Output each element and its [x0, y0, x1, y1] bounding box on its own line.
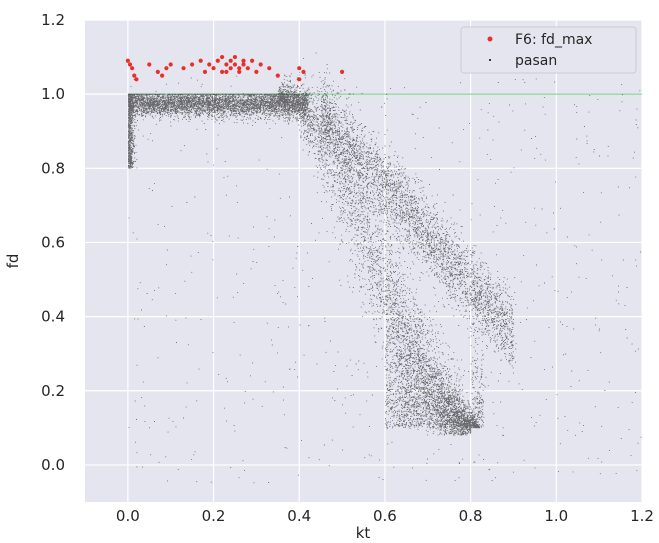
y-tick-label: 1.2: [41, 11, 65, 29]
fd-max-point: [232, 62, 238, 67]
x-tick-labels: 0.0 0.2 0.4 0.6 0.8 1.0 1.2: [116, 507, 654, 525]
fd-max-point: [207, 62, 212, 67]
legend-box: [460, 26, 637, 74]
x-tick-label: 0.6: [373, 507, 397, 525]
fd-max-point: [232, 54, 238, 60]
y-tick-label: 0.4: [41, 308, 65, 326]
y-tick-label: 1.0: [41, 85, 65, 103]
x-tick-label: 0.2: [202, 507, 226, 525]
fd-max-point: [181, 66, 186, 71]
fd-max-point: [164, 66, 169, 71]
fd-max-point: [275, 73, 280, 78]
y-tick-label: 0.6: [41, 233, 65, 251]
legend-marker-fd-max: [487, 36, 493, 42]
fd-max-point: [220, 54, 225, 60]
fd-max-point: [228, 58, 233, 63]
fd-max-point: [237, 66, 242, 71]
legend-label-pasan: pasan: [515, 53, 557, 69]
series-fd-max: [125, 54, 345, 82]
y-tick-label: 0.0: [41, 456, 65, 474]
x-tick-label: 0.0: [116, 507, 140, 525]
fd-max-point: [202, 69, 208, 75]
fd-max-point: [241, 58, 246, 63]
fd-max-point: [168, 62, 173, 67]
plot-background: [85, 20, 642, 502]
series-pasan: [127, 52, 642, 484]
legend-marker-pasan: [489, 59, 491, 61]
fd-max-point: [224, 62, 229, 67]
x-tick-label: 1.2: [630, 507, 654, 525]
fd-max-point: [339, 69, 345, 75]
fd-max-point: [267, 66, 272, 71]
fd-max-point: [160, 73, 165, 78]
fd-max-point: [211, 66, 216, 71]
fd-max-point: [224, 69, 229, 75]
fd-max-point: [198, 58, 203, 63]
y-tick-label: 0.8: [41, 159, 65, 177]
fd-max-point: [237, 69, 242, 75]
fd-max-point: [258, 62, 263, 67]
pasan-points: [127, 52, 642, 484]
fd-max-point: [155, 69, 160, 75]
fd-max-point: [228, 66, 233, 71]
fd-max-point: [132, 73, 137, 78]
fd-max-point: [125, 58, 130, 63]
y-tick-labels: 0.0 0.2 0.4 0.6 0.8 1.0 1.2: [41, 11, 65, 474]
fd-max-point: [241, 62, 246, 67]
x-tick-label: 0.4: [287, 507, 311, 525]
fd-max-point: [134, 77, 139, 82]
fd-max-point: [301, 69, 306, 75]
y-tick-label: 0.2: [41, 382, 65, 400]
x-tick-label: 1.0: [544, 507, 568, 525]
fd-max-point: [297, 77, 302, 82]
fd-max-point: [190, 62, 195, 67]
fd-max-point: [245, 66, 250, 71]
fd-max-point: [215, 58, 220, 63]
fd-max-point: [147, 62, 152, 67]
fd-max-point: [220, 69, 225, 75]
legend-label-fd-max: F6: fd_max: [515, 32, 592, 48]
legend: F6: fd_max pasan: [460, 26, 637, 74]
fd-max-point: [254, 69, 259, 75]
y-axis-label: fd: [4, 254, 22, 269]
fd-max-point: [130, 66, 135, 71]
fd-max-point: [127, 62, 133, 67]
fd-max-point: [297, 66, 302, 71]
fd-max-point: [250, 58, 255, 63]
x-tick-label: 0.8: [459, 507, 483, 525]
x-axis-label: kt: [356, 524, 371, 542]
